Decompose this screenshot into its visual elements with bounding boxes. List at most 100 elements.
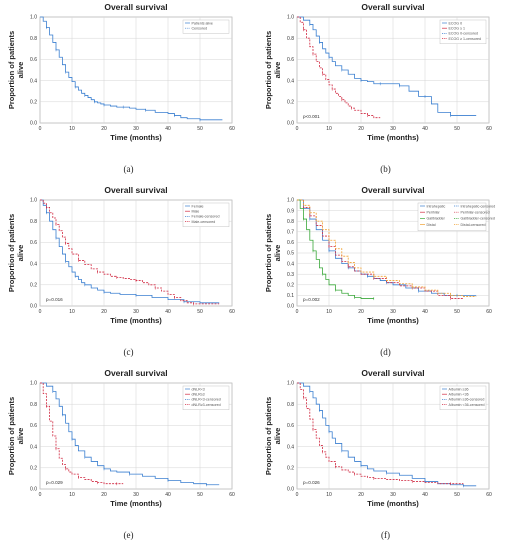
y-tick-label: 0.0: [287, 304, 294, 310]
x-tick-label: 30: [133, 126, 139, 132]
legend-label: dNLR<3: [192, 387, 205, 391]
x-tick-label: 20: [358, 126, 364, 132]
x-tick-label: 40: [165, 492, 171, 498]
y-tick-label: 0.8: [287, 219, 294, 225]
x-tick-label: 0: [296, 309, 299, 315]
panel-caption: (c): [123, 347, 134, 357]
x-tick-label: 10: [326, 492, 332, 498]
x-tick-label: 10: [326, 309, 332, 315]
y-tick-label: 0.2: [287, 466, 294, 472]
x-axis-label: Time (months): [367, 133, 419, 142]
chart-title: Overall survival: [361, 2, 424, 12]
x-tick-label: 50: [197, 309, 203, 315]
chart-svg: 0.0 0.2 0.4 0.6 0.8 1.0 0 10 20 30 40 50 60 Overall s…: [7, 185, 235, 325]
y-tick-label: 0.8: [30, 219, 37, 225]
x-tick-label: 40: [165, 126, 171, 132]
y-tick-label: 0.8: [287, 36, 294, 42]
x-tick-label: 60: [486, 126, 492, 132]
x-tick-label: 0: [39, 309, 42, 315]
survival-curve-1: [40, 199, 220, 304]
x-tick-label: 20: [101, 309, 107, 315]
y-tick-label: 0.8: [30, 402, 37, 408]
chart-svg: 0.0 0.2 0.4 0.6 0.8 1.0 0 10 20 30 40 50 60 Overall s…: [7, 368, 235, 508]
legend-label: Albumin ≥36: [449, 387, 469, 391]
p-value-label: p=0.026: [303, 480, 320, 485]
y-axis-label: Proportion of patientsalive: [264, 31, 282, 109]
legend-label: Female-censored: [192, 215, 220, 219]
survival-curve-1: [297, 382, 477, 487]
legend-label: dNLR<3-censored: [192, 398, 221, 402]
x-tick-label: 50: [454, 126, 460, 132]
y-tick-label: 1.0: [287, 15, 294, 21]
y-tick-label: 0.4: [287, 261, 294, 267]
y-tick-label: 0.3: [287, 272, 294, 278]
y-tick-label: 0.6: [30, 423, 37, 429]
legend-label: Censored: [192, 27, 208, 31]
x-tick-label: 0: [296, 126, 299, 132]
panel-caption: (d): [380, 347, 391, 357]
x-axis-label: Time (months): [110, 316, 162, 325]
x-tick-label: 50: [454, 309, 460, 315]
p-value-label: p=0.016: [46, 297, 63, 302]
survival-curve-2: [297, 382, 464, 485]
y-tick-label: 1.0: [30, 15, 37, 21]
legend-box: [182, 385, 230, 410]
x-tick-label: 60: [229, 492, 235, 498]
chart-svg: 0.0 0.2 0.4 0.6 0.8 1.0 0 10 20 30 40 50 60 Overall s…: [264, 368, 492, 508]
y-tick-label: 0.1: [287, 293, 294, 299]
x-tick-label: 0: [39, 492, 42, 498]
legend-box: [182, 19, 230, 34]
legend-label: Female: [192, 204, 204, 208]
legend-label: Gallbladder: [427, 217, 446, 221]
legend-label: Distal: [427, 223, 436, 227]
y-tick-label: 0.0: [287, 487, 294, 493]
y-tick-label: 0.0: [30, 304, 37, 310]
y-tick-label: 0.6: [30, 57, 37, 63]
x-tick-label: 10: [326, 126, 332, 132]
legend-label: Intrahepatic-censored: [461, 204, 496, 208]
y-tick-label: 0.7: [287, 230, 294, 236]
y-axis-label: Proportion of patientsalive: [264, 214, 282, 292]
x-tick-label: 30: [133, 492, 139, 498]
chart-svg: 0.0 0.1 0.2 0.3 0.4 0.5 0.6 0.7 0.8 0.9 1.0 0 10 20 30…: [264, 185, 496, 325]
y-axis-label: Proportion of patientsalive: [7, 214, 25, 292]
x-tick-label: 10: [69, 309, 75, 315]
y-tick-label: 0.2: [30, 466, 37, 472]
x-tick-label: 30: [390, 492, 396, 498]
chart-panel-b: 0.0 0.2 0.4 0.6 0.8 1.0 0 10 20 30 40 50 60 Overall s…: [257, 0, 514, 183]
survival-curve-1: [40, 382, 220, 486]
panel-caption: (e): [123, 530, 134, 540]
chart-title: Overall survival: [361, 368, 424, 378]
survival-curve-4: [297, 199, 477, 297]
x-axis-label: Time (months): [367, 316, 419, 325]
x-tick-label: 20: [101, 492, 107, 498]
legend-label: Male-censored: [192, 220, 216, 224]
legend-label: dNLR≥3-censored: [192, 403, 221, 407]
y-tick-label: 0.4: [30, 444, 37, 450]
legend-label: Distal-censored: [461, 223, 486, 227]
chart-title: Overall survival: [104, 2, 167, 12]
survival-curve-2: [40, 382, 124, 485]
y-tick-label: 0.8: [287, 402, 294, 408]
y-tick-label: 0.2: [287, 100, 294, 106]
y-tick-label: 1.0: [30, 381, 37, 387]
legend-label: Patients alive: [192, 21, 213, 25]
x-tick-label: 10: [69, 126, 75, 132]
y-tick-label: 0.5: [287, 251, 294, 257]
y-tick-label: 1.0: [287, 381, 294, 387]
x-tick-label: 40: [422, 309, 428, 315]
legend-label: ECOG ≥ 1-censored: [449, 37, 482, 41]
x-tick-label: 30: [390, 126, 396, 132]
y-tick-label: 0.4: [30, 261, 37, 267]
chart-svg: 0.0 0.2 0.4 0.6 0.8 1.0 0 10 20 30 40 50 60 Overall s…: [7, 2, 235, 142]
y-tick-label: 0.4: [287, 444, 294, 450]
p-value-label: p<0.001: [303, 114, 320, 119]
x-tick-label: 20: [101, 126, 107, 132]
panel-caption: (a): [123, 164, 134, 174]
x-tick-label: 20: [358, 309, 364, 315]
y-tick-label: 0.0: [30, 487, 37, 493]
legend-box: [439, 385, 487, 410]
y-axis-label: Proportion of patientsalive: [264, 397, 282, 475]
y-tick-label: 0.6: [287, 57, 294, 63]
